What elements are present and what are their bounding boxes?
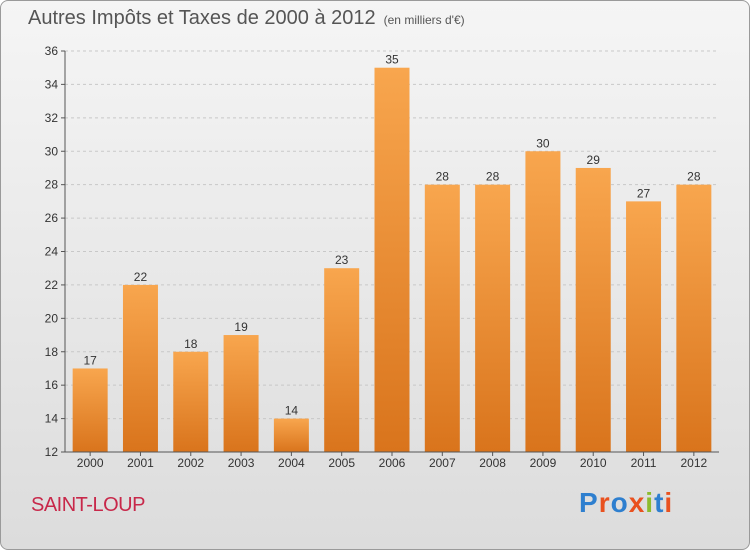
- y-tick-label: 36: [45, 44, 59, 58]
- bar: [525, 151, 561, 452]
- bar-value-label: 18: [184, 337, 198, 351]
- logo-letter: r: [598, 487, 611, 518]
- logo-letter: i: [664, 487, 674, 518]
- chart-title: Autres Impôts et Taxes de 2000 à 2012 (en…: [28, 7, 465, 30]
- bar-value-label: 28: [486, 170, 500, 184]
- bar-value-label: 35: [385, 53, 399, 67]
- y-tick-label: 28: [45, 178, 59, 192]
- bar: [626, 201, 662, 452]
- x-tick-label: 2002: [177, 456, 204, 470]
- bar: [223, 335, 259, 452]
- logo-letter: t: [654, 487, 665, 518]
- labels: 12 14 16 18 20 22 24 26 28 30 32 34 36 17 2000 22 2001 18…: [45, 44, 708, 470]
- y-tick-label: 32: [45, 111, 59, 125]
- y-tick-label: 34: [45, 77, 59, 91]
- axes: [61, 50, 719, 456]
- bar-value-label: 14: [285, 404, 299, 418]
- logo-letter: i: [645, 487, 655, 518]
- bar: [424, 184, 460, 452]
- x-tick-label: 2003: [228, 456, 255, 470]
- bar: [122, 284, 158, 452]
- place-name: SAINT-LOUP: [31, 494, 145, 516]
- bar: [273, 418, 309, 452]
- y-tick-label: 14: [45, 412, 59, 426]
- bar: [676, 184, 712, 452]
- y-tick-label: 26: [45, 211, 59, 225]
- bar: [575, 167, 611, 453]
- logo-letter: o: [610, 487, 629, 518]
- bar-value-label: 28: [687, 170, 701, 184]
- x-tick-label: 2010: [580, 456, 607, 470]
- chart-subtitle: (en milliers d'€): [383, 13, 465, 27]
- bar-value-label: 17: [83, 353, 97, 367]
- x-tick-label: 2001: [127, 456, 154, 470]
- x-tick-label: 2012: [680, 456, 707, 470]
- x-tick-label: 2007: [429, 456, 456, 470]
- bar-value-label: 19: [234, 320, 248, 334]
- y-tick-label: 18: [45, 345, 59, 359]
- bar-value-label: 28: [436, 170, 450, 184]
- bar-value-label: 22: [134, 270, 148, 284]
- x-tick-label: 2006: [379, 456, 406, 470]
- y-tick-label: 22: [45, 278, 59, 292]
- bar: [324, 268, 360, 452]
- bar-value-label: 29: [587, 153, 601, 167]
- logo-letter: P: [579, 487, 599, 518]
- x-tick-label: 2004: [278, 456, 305, 470]
- x-tick-label: 2008: [479, 456, 506, 470]
- bar: [173, 351, 209, 452]
- y-tick-label: 30: [45, 144, 59, 158]
- y-tick-label: 20: [45, 311, 59, 325]
- x-tick-label: 2005: [328, 456, 355, 470]
- bars: [72, 67, 712, 453]
- x-tick-label: 2009: [530, 456, 557, 470]
- bar: [72, 368, 108, 452]
- x-tick-label: 2000: [77, 456, 104, 470]
- bar: [374, 67, 410, 452]
- proxiti-logo: Proxiti: [579, 487, 673, 519]
- y-tick-label: 24: [45, 245, 59, 259]
- bar-value-label: 30: [536, 136, 550, 150]
- logo-letter: x: [628, 487, 646, 518]
- x-tick-label: 2011: [631, 456, 657, 470]
- y-tick-label: 12: [45, 445, 59, 459]
- bar-value-label: 27: [637, 186, 651, 200]
- y-tick-label: 16: [45, 378, 59, 392]
- chart-title-text: Autres Impôts et Taxes de 2000 à 2012: [28, 7, 376, 29]
- bar: [475, 184, 511, 452]
- bar-value-label: 23: [335, 253, 349, 267]
